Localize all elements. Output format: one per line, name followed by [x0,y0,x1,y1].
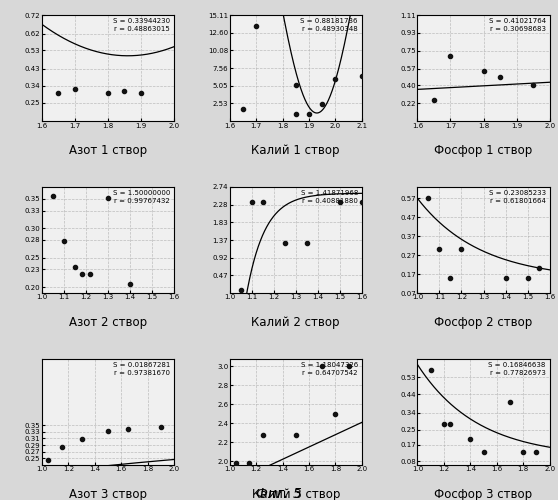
Text: Фиг. 5: Фиг. 5 [256,486,302,500]
Text: S = 0.23085233
r = 0.61801664: S = 0.23085233 r = 0.61801664 [489,190,546,203]
Text: Азот 2 створ: Азот 2 створ [69,316,147,330]
Text: Калий 2 створ: Калий 2 створ [252,316,340,330]
Text: Азот 1 створ: Азот 1 створ [69,144,147,158]
Text: S = 1.18047326
r = 0.64707542: S = 1.18047326 r = 0.64707542 [301,362,358,376]
Text: S = 1.50000000
r = 0.99767432: S = 1.50000000 r = 0.99767432 [113,190,170,203]
Text: Фосфор 1 створ: Фосфор 1 створ [434,144,533,158]
Text: Фосфор 2 створ: Фосфор 2 створ [434,316,533,330]
Text: Фосфор 3 створ: Фосфор 3 створ [435,488,532,500]
Text: S = 0.88181736
r = 0.48930348: S = 0.88181736 r = 0.48930348 [300,18,358,32]
Text: S = 0.01867281
r = 0.97381670: S = 0.01867281 r = 0.97381670 [113,362,170,376]
Text: S = 1.41871968
r = 0.40881880: S = 1.41871968 r = 0.40881880 [301,190,358,203]
Text: Азот 3 створ: Азот 3 створ [69,488,147,500]
Text: Калий 1 створ: Калий 1 створ [252,144,340,158]
Text: S = 0.16846638
r = 0.77826973: S = 0.16846638 r = 0.77826973 [488,362,546,376]
Text: S = 0.33944230
r = 0.48863015: S = 0.33944230 r = 0.48863015 [113,18,170,32]
Text: Калий 3 створ: Калий 3 створ [252,488,340,500]
Text: S = 0.41021764
r = 0.30698683: S = 0.41021764 r = 0.30698683 [489,18,546,32]
